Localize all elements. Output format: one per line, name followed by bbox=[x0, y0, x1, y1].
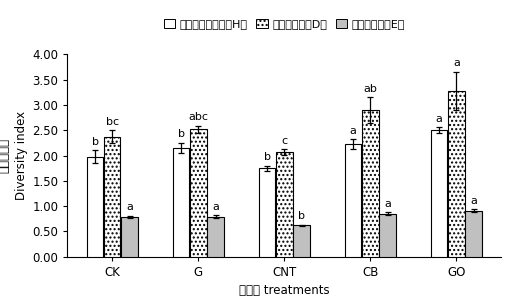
X-axis label: 处理组 treatments: 处理组 treatments bbox=[239, 284, 330, 297]
Text: bc: bc bbox=[106, 117, 119, 127]
Bar bbox=[87, 156, 103, 257]
Bar bbox=[121, 217, 138, 257]
Text: ab: ab bbox=[363, 84, 377, 94]
Bar bbox=[276, 152, 293, 257]
Bar bbox=[448, 91, 465, 257]
Text: b: b bbox=[178, 129, 185, 139]
Text: b: b bbox=[298, 211, 305, 221]
Bar bbox=[379, 214, 396, 257]
Bar bbox=[207, 217, 224, 257]
Text: abc: abc bbox=[188, 112, 208, 122]
Text: a: a bbox=[212, 202, 219, 212]
Bar bbox=[190, 129, 206, 257]
Text: a: a bbox=[436, 114, 443, 124]
Bar bbox=[104, 137, 120, 257]
Bar bbox=[345, 144, 361, 257]
Text: b: b bbox=[92, 137, 99, 147]
Text: a: a bbox=[453, 58, 460, 68]
Text: a: a bbox=[349, 126, 357, 136]
Bar bbox=[431, 130, 447, 257]
Bar bbox=[293, 225, 310, 257]
Text: b: b bbox=[264, 152, 270, 162]
Bar bbox=[259, 168, 276, 257]
Text: a: a bbox=[470, 196, 477, 206]
Text: c: c bbox=[281, 136, 287, 146]
Text: a: a bbox=[384, 199, 391, 209]
Bar bbox=[173, 148, 189, 257]
Bar bbox=[465, 211, 482, 257]
Text: a: a bbox=[126, 202, 133, 212]
Legend: 香农多样性指数（H）, 丰富度指数（D）, 均匀度指数（E）: 香农多样性指数（H）, 丰富度指数（D）, 均匀度指数（E） bbox=[161, 15, 408, 32]
Bar bbox=[362, 110, 378, 257]
Y-axis label: 多样性指数
Diversity index: 多样性指数 Diversity index bbox=[0, 111, 28, 200]
